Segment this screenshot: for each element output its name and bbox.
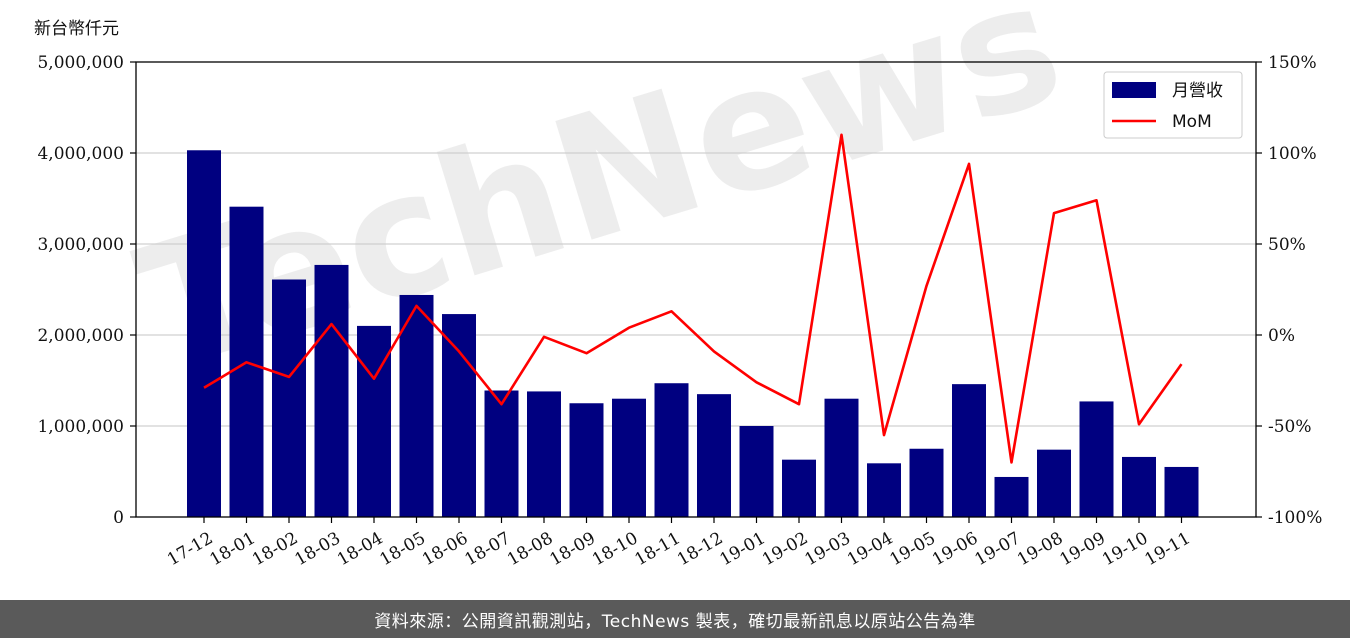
- left-tick-label: 5,000,000: [37, 53, 124, 73]
- x-tick-label: 19-07: [972, 528, 1024, 570]
- legend: 月營收 MoM: [1103, 71, 1243, 139]
- x-tick-label: 19-11: [1142, 528, 1194, 570]
- left-tick-label: 3,000,000: [37, 235, 124, 255]
- legend-swatch-bar: [1112, 82, 1156, 98]
- bar: [697, 394, 731, 517]
- right-tick-label: -100%: [1268, 508, 1322, 528]
- x-tick-label: 19-10: [1099, 528, 1151, 570]
- x-tick-label: 19-02: [759, 528, 811, 570]
- bar: [1037, 449, 1071, 517]
- bar: [994, 476, 1029, 517]
- left-tick-label: 4,000,000: [37, 144, 124, 164]
- x-tick-label: 18-08: [504, 528, 556, 570]
- bar: [1122, 456, 1156, 517]
- bar: [739, 426, 774, 517]
- x-tick-label: 19-03: [802, 528, 854, 570]
- bar: [867, 463, 901, 517]
- bar: [527, 391, 561, 517]
- x-tick-label: 18-04: [334, 528, 386, 570]
- bar: [442, 314, 476, 517]
- bar: [187, 150, 221, 517]
- right-tick-label: 150%: [1268, 53, 1317, 73]
- plot-frame: [135, 61, 1257, 518]
- x-tick-label: 18-09: [547, 528, 599, 570]
- x-tick-label: 17-12: [164, 528, 216, 570]
- left-tick-label: 1,000,000: [37, 417, 124, 437]
- x-tick-label: 18-10: [589, 528, 641, 570]
- bar: [569, 403, 604, 517]
- right-tick-label: 100%: [1268, 144, 1317, 164]
- source-footer: 資料來源：公開資訊觀測站，TechNews 製表，確切最新訊息以原站公告為準: [0, 600, 1350, 638]
- left-tick-label: 0: [113, 508, 124, 528]
- bar: [399, 294, 434, 517]
- right-tick-label: 50%: [1268, 235, 1306, 255]
- bar: [1079, 401, 1114, 517]
- x-tick-label: 18-12: [674, 528, 726, 570]
- mom-line: [203, 133, 1183, 464]
- unit-label: 新台幣仟元: [34, 19, 119, 39]
- bar: [272, 279, 306, 517]
- bar: [909, 448, 944, 517]
- x-tick-label: 18-05: [377, 528, 429, 570]
- left-tick-label: 2,000,000: [37, 326, 124, 346]
- bar: [782, 459, 816, 517]
- bar: [654, 383, 689, 517]
- mom-line-series: [203, 133, 1183, 464]
- x-tick-label: 19-04: [844, 528, 896, 570]
- right-tick-label: -50%: [1268, 417, 1312, 437]
- bar: [314, 264, 349, 517]
- bar: [1164, 466, 1199, 517]
- x-tick-label: 18-07: [462, 528, 514, 570]
- bar: [824, 398, 859, 517]
- x-tick-label: 18-03: [292, 528, 344, 570]
- x-tick-label: 19-08: [1014, 528, 1066, 570]
- x-tick-label: 18-11: [632, 528, 684, 570]
- bar: [357, 325, 391, 517]
- chart: TechNews 01,000,0002,000,0003,000,0004,0…: [37, 0, 1322, 570]
- x-tick-label: 19-05: [887, 528, 939, 570]
- bar: [952, 384, 986, 517]
- x-tick-label: 18-02: [249, 528, 301, 570]
- x-tick-label: 18-01: [207, 528, 259, 570]
- bar: [612, 398, 646, 517]
- bar: [484, 390, 519, 517]
- legend-label-bar: 月營收: [1172, 81, 1223, 101]
- x-tick-label: 18-06: [419, 528, 471, 570]
- x-tick-label: 19-06: [929, 528, 981, 570]
- x-tick-label: 19-09: [1057, 528, 1109, 570]
- legend-label-line: MoM: [1172, 112, 1212, 132]
- right-tick-label: 0%: [1268, 326, 1295, 346]
- x-tick-label: 19-01: [717, 528, 769, 570]
